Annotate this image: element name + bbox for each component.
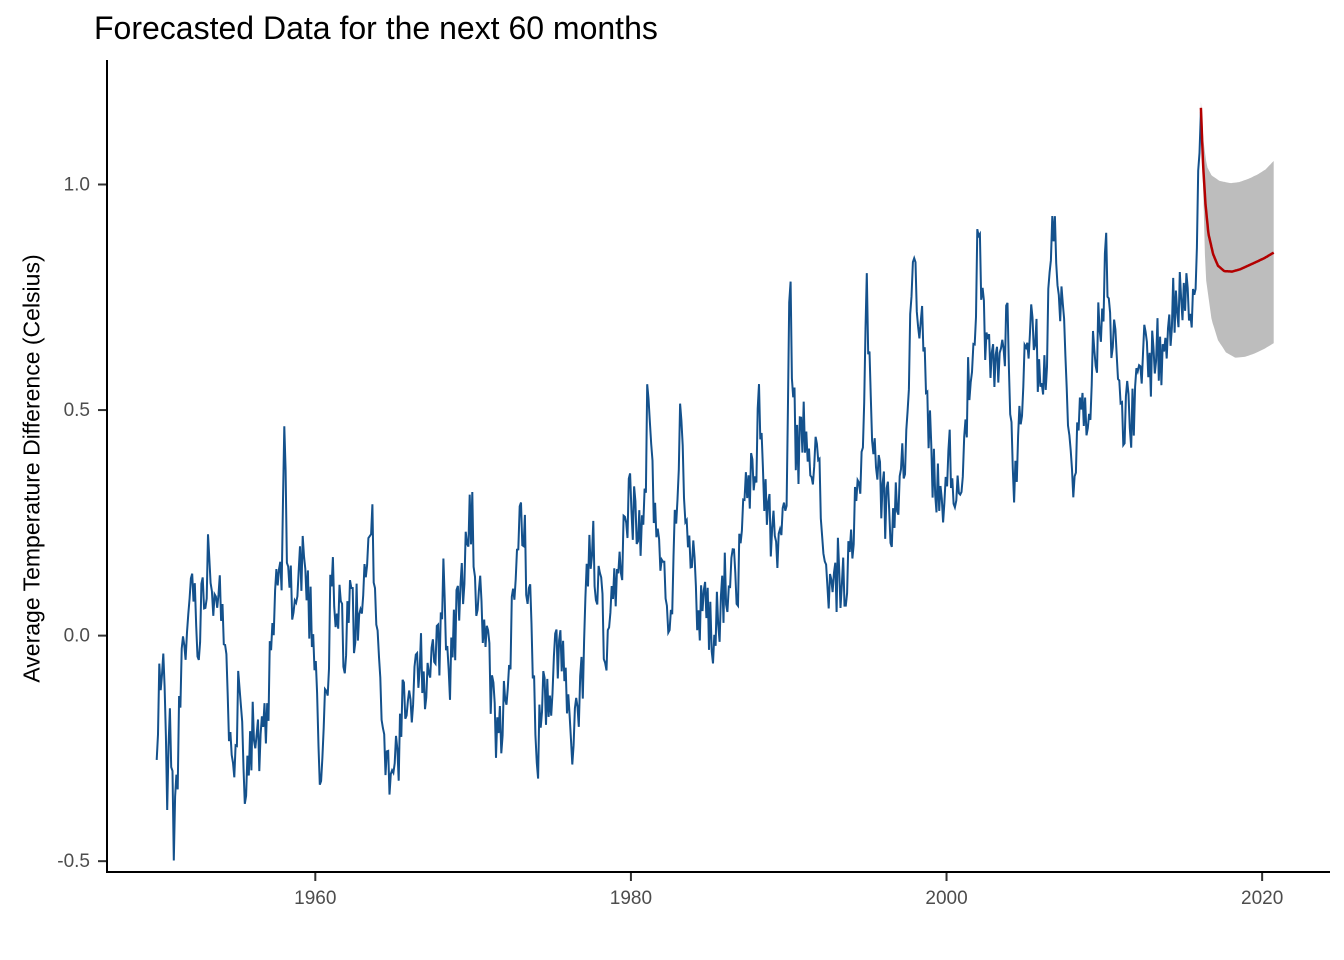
x-tick-label: 1980 [610,888,652,909]
y-tick-label: -0.5 [57,851,90,872]
y-tick-label: 1.0 [64,175,90,196]
y-tick-label: 0.5 [64,400,90,421]
x-tick-label: 2020 [1241,888,1283,909]
x-tick-label: 2000 [925,888,967,909]
y-tick-label: 0.0 [64,626,90,647]
x-tick-label: 1960 [294,888,336,909]
observed-series-line [155,111,1202,861]
forecast-mean-line [1199,107,1275,273]
chart-title: Forecasted Data for the next 60 months [94,10,658,46]
confidence-band [1200,101,1274,358]
